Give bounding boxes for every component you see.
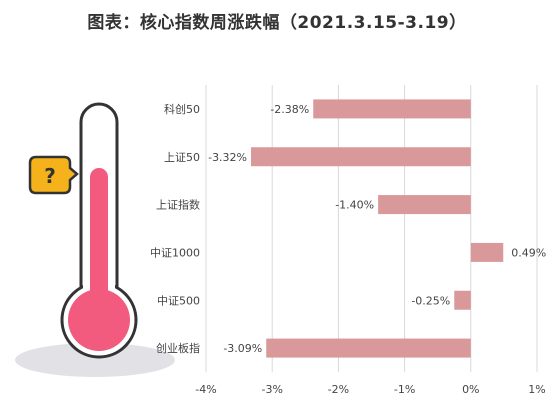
category-label: 科创50 xyxy=(164,102,200,116)
x-tick-label: -4% xyxy=(195,383,216,396)
x-tick-label: -2% xyxy=(328,383,349,396)
bar xyxy=(378,195,471,215)
bar xyxy=(454,290,471,310)
data-label: -3.09% xyxy=(223,342,262,355)
bar xyxy=(266,338,471,358)
data-label: -2.38% xyxy=(270,103,309,116)
thermometer-icon xyxy=(15,102,175,377)
category-label: 上证指数 xyxy=(156,198,200,212)
question-badge-text: ? xyxy=(44,164,56,188)
x-tick-label: 1% xyxy=(528,383,545,396)
data-label: 0.49% xyxy=(511,246,546,259)
x-tick-label: 0% xyxy=(462,383,479,396)
category-label: 创业板指 xyxy=(156,341,200,355)
labels: 科创50 -2.38% 上证50 -3.32% 上证指数 -1.40% 中证1000 0.49… xyxy=(150,102,546,355)
x-axis-ticks: -4% -3% -2% -1% 0% 1% xyxy=(195,383,545,396)
data-label: -3.32% xyxy=(208,151,247,164)
thermometer-mercury xyxy=(90,168,108,308)
thermometer-shadow xyxy=(15,343,175,377)
data-label: -0.25% xyxy=(411,294,450,307)
x-tick-label: -1% xyxy=(394,383,415,396)
data-label: -1.40% xyxy=(335,199,374,212)
chart-title: 图表：核心指数周涨跌幅（2021.3.15-3.19） xyxy=(87,13,467,33)
question-badge-shape xyxy=(28,155,79,195)
bar xyxy=(470,242,504,262)
bars xyxy=(251,99,504,358)
category-label: 上证50 xyxy=(164,151,200,164)
thermometer-bulb xyxy=(68,289,130,351)
bar xyxy=(251,147,471,167)
category-label: 中证1000 xyxy=(150,246,200,259)
x-tick-label: -3% xyxy=(261,383,282,396)
gridlines xyxy=(205,85,538,372)
category-label: 中证500 xyxy=(157,294,200,307)
bar xyxy=(313,99,471,119)
question-badge-icon: ? xyxy=(28,155,79,195)
